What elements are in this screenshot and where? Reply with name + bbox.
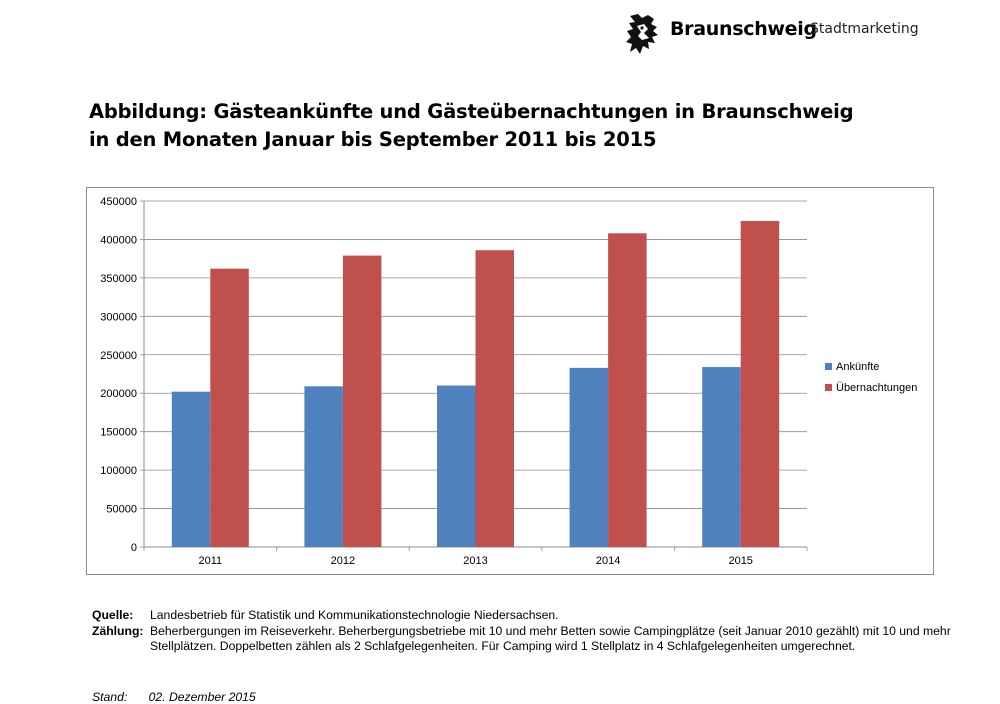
y-tick-label: 350000 xyxy=(100,273,137,285)
y-tick-label: 400000 xyxy=(100,234,137,246)
page-title: Abbildung: Gästeankünfte und Gästeüberna… xyxy=(89,98,969,154)
legend-swatch xyxy=(825,384,832,391)
x-tick-label: 2013 xyxy=(463,555,487,567)
bar-uebernachtungen xyxy=(342,255,382,547)
bar-ankuenfte xyxy=(702,367,741,547)
bar-uebernachtungen xyxy=(475,250,514,547)
x-tick-label: 2012 xyxy=(331,555,355,567)
bar-ankuenfte xyxy=(437,385,476,547)
y-tick-label: 150000 xyxy=(100,427,137,439)
y-tick-label: 100000 xyxy=(100,465,137,477)
bar-uebernachtungen xyxy=(210,268,249,547)
logo-name: Braunschweig xyxy=(670,18,817,40)
y-tick-label: 0 xyxy=(131,542,137,554)
title-line-1: Abbildung: Gästeankünfte und Gästeüberna… xyxy=(89,100,854,123)
bar-ankuenfte xyxy=(569,367,609,547)
count-note: Zählung: Beherbergungen im Reiseverkehr.… xyxy=(92,624,992,655)
stand-note: Stand: 02. Dezember 2015 xyxy=(92,690,256,704)
count-label: Zählung: xyxy=(92,623,144,638)
legend-swatch xyxy=(825,363,832,370)
brand-logo: Braunschweig Stadtmarketing xyxy=(624,12,924,60)
chart-frame: 0 50000 100000 150000 200000 250000 300000 3500… xyxy=(86,187,934,575)
lion-icon xyxy=(626,14,658,54)
stand-date: 02. Dezember 2015 xyxy=(148,690,256,704)
source-label: Quelle: xyxy=(92,608,134,622)
bar-ankuenfte xyxy=(171,391,211,547)
legend-label: Ankünfte xyxy=(836,361,879,373)
bar-chart: 0 50000 100000 150000 200000 250000 300000 3500… xyxy=(100,196,917,567)
legend-label: Übernachtungen xyxy=(836,382,917,394)
stand-label: Stand: xyxy=(92,690,128,704)
bar-uebernachtungen xyxy=(740,220,780,547)
bar-ankuenfte xyxy=(304,386,343,547)
y-tick-label: 300000 xyxy=(100,311,137,323)
source-note: Quelle: Landesbetrieb für Statistik und … xyxy=(92,608,992,624)
count-text: Beherbergungen im Reiseverkehr. Beherber… xyxy=(150,623,951,654)
title-line-2: in den Monaten Januar bis September 2011… xyxy=(89,128,657,151)
y-tick-label: 50000 xyxy=(106,504,137,516)
source-text: Landesbetrieb für Statistik und Kommunik… xyxy=(150,608,559,622)
y-tick-label: 250000 xyxy=(100,350,137,362)
y-tick-label: 200000 xyxy=(100,388,137,400)
x-tick-label: 2014 xyxy=(596,555,620,567)
y-tick-label: 450000 xyxy=(100,196,137,208)
notes: Quelle: Landesbetrieb für Statistik und … xyxy=(92,608,992,655)
logo-subtitle: Stadtmarketing xyxy=(810,21,919,37)
bar-uebernachtungen xyxy=(608,233,647,547)
x-tick-label: 2011 xyxy=(198,555,222,567)
x-tick-label: 2015 xyxy=(728,555,752,567)
